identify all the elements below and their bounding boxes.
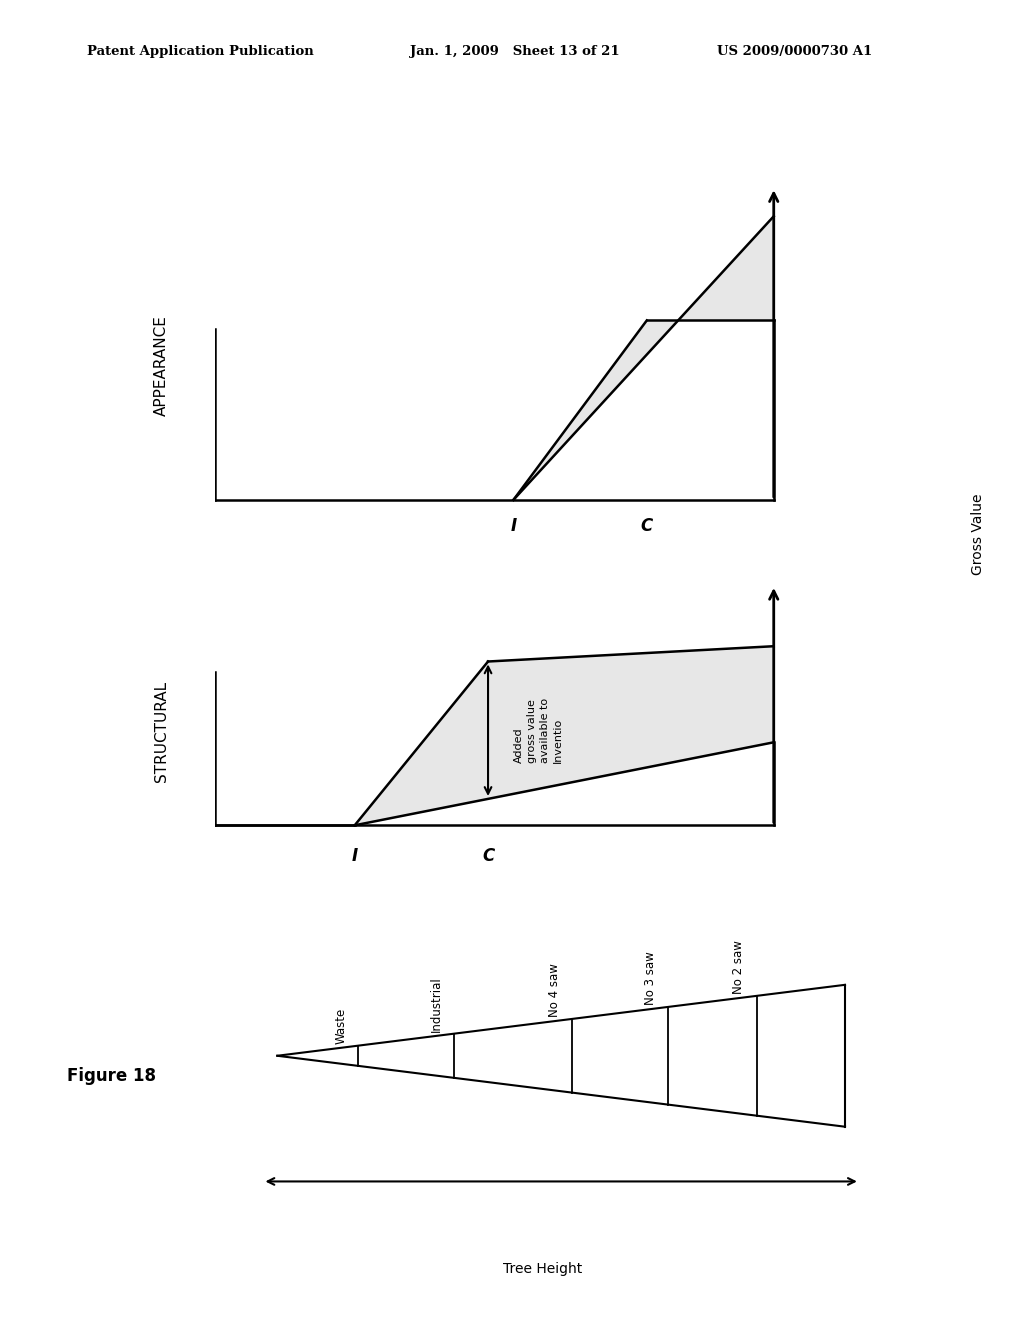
Text: Figure 18: Figure 18 [67, 1067, 156, 1085]
Polygon shape [354, 647, 774, 825]
Text: Patent Application Publication: Patent Application Publication [87, 45, 313, 58]
Text: I: I [351, 847, 357, 865]
Text: Tree Height: Tree Height [503, 1262, 583, 1275]
Text: C: C [482, 847, 495, 865]
Text: No 2 saw: No 2 saw [732, 940, 745, 994]
Text: Jan. 1, 2009   Sheet 13 of 21: Jan. 1, 2009 Sheet 13 of 21 [410, 45, 620, 58]
Text: I: I [510, 517, 516, 535]
Polygon shape [513, 216, 774, 500]
Text: No 4 saw: No 4 saw [548, 964, 561, 1016]
Text: STRUCTURAL: STRUCTURAL [154, 680, 169, 781]
Text: Waste: Waste [335, 1007, 347, 1044]
Text: APPEARANCE: APPEARANCE [154, 315, 169, 416]
Text: Industrial: Industrial [430, 975, 443, 1032]
Text: Gross Value: Gross Value [971, 494, 985, 576]
Text: Added
gross value
available to
Inventio: Added gross value available to Inventio [513, 698, 563, 763]
Text: C: C [641, 517, 653, 535]
Text: US 2009/0000730 A1: US 2009/0000730 A1 [717, 45, 872, 58]
Text: No 3 saw: No 3 saw [644, 952, 657, 1005]
